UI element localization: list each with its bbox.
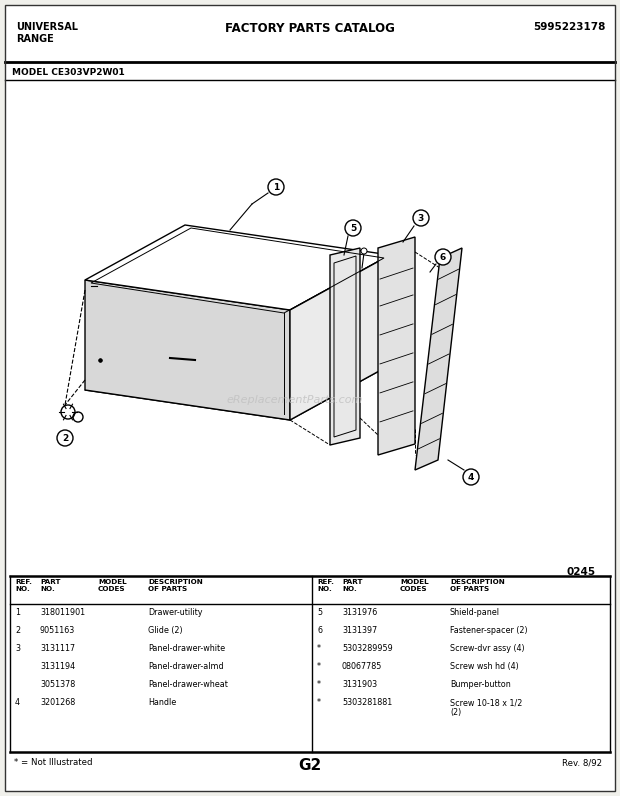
Text: 3051378: 3051378 bbox=[40, 680, 75, 689]
Text: 3131194: 3131194 bbox=[40, 662, 75, 671]
Text: MODEL
CODES: MODEL CODES bbox=[400, 579, 428, 592]
Circle shape bbox=[345, 220, 361, 236]
Text: DESCRIPTION
OF PARTS: DESCRIPTION OF PARTS bbox=[148, 579, 203, 592]
Text: Panel-drawer-almd: Panel-drawer-almd bbox=[148, 662, 224, 671]
Text: G2: G2 bbox=[298, 758, 322, 773]
Text: DESCRIPTION
OF PARTS: DESCRIPTION OF PARTS bbox=[450, 579, 505, 592]
Text: Bumper-button: Bumper-button bbox=[450, 680, 511, 689]
Text: 2: 2 bbox=[62, 434, 68, 443]
Text: 3131397: 3131397 bbox=[342, 626, 377, 635]
Text: Panel-drawer-white: Panel-drawer-white bbox=[148, 644, 225, 653]
Circle shape bbox=[463, 469, 479, 485]
Text: 5995223178: 5995223178 bbox=[534, 22, 606, 32]
Text: Shield-panel: Shield-panel bbox=[450, 608, 500, 617]
Text: 9051163: 9051163 bbox=[40, 626, 75, 635]
Text: 3131976: 3131976 bbox=[342, 608, 377, 617]
Polygon shape bbox=[378, 237, 415, 455]
Text: Screw 10-18 x 1/2
(2): Screw 10-18 x 1/2 (2) bbox=[450, 698, 523, 717]
Text: 4: 4 bbox=[15, 698, 20, 707]
Text: Screw-dvr assy (4): Screw-dvr assy (4) bbox=[450, 644, 525, 653]
Text: eReplacementParts.com: eReplacementParts.com bbox=[227, 395, 363, 405]
Text: UNIVERSAL: UNIVERSAL bbox=[16, 22, 78, 32]
Text: * = Not Illustrated: * = Not Illustrated bbox=[14, 758, 92, 767]
Polygon shape bbox=[85, 335, 390, 420]
Text: RANGE: RANGE bbox=[16, 34, 54, 44]
Circle shape bbox=[361, 248, 367, 254]
Text: PART
NO.: PART NO. bbox=[342, 579, 363, 592]
Text: FACTORY PARTS CATALOG: FACTORY PARTS CATALOG bbox=[225, 22, 395, 35]
Text: 5303289959: 5303289959 bbox=[342, 644, 392, 653]
Text: 3131117: 3131117 bbox=[40, 644, 75, 653]
Polygon shape bbox=[85, 225, 390, 310]
Text: 3: 3 bbox=[15, 644, 20, 653]
Polygon shape bbox=[415, 248, 462, 470]
Text: *: * bbox=[317, 698, 321, 707]
Text: 5: 5 bbox=[350, 224, 356, 233]
Text: Drawer-utility: Drawer-utility bbox=[148, 608, 203, 617]
Text: Screw wsh hd (4): Screw wsh hd (4) bbox=[450, 662, 519, 671]
Text: 3131903: 3131903 bbox=[342, 680, 377, 689]
Text: REF.
NO.: REF. NO. bbox=[317, 579, 334, 592]
Text: MODEL
CODES: MODEL CODES bbox=[98, 579, 126, 592]
Text: 3: 3 bbox=[418, 214, 424, 223]
Text: Rev. 8/92: Rev. 8/92 bbox=[562, 758, 602, 767]
Text: *: * bbox=[317, 680, 321, 689]
Text: 318011901: 318011901 bbox=[40, 608, 85, 617]
Text: REF.
NO.: REF. NO. bbox=[15, 579, 32, 592]
Text: 1: 1 bbox=[15, 608, 20, 617]
Text: 5303281881: 5303281881 bbox=[342, 698, 392, 707]
Text: 5: 5 bbox=[317, 608, 322, 617]
Text: Handle: Handle bbox=[148, 698, 176, 707]
Polygon shape bbox=[85, 280, 290, 420]
Text: *: * bbox=[317, 662, 321, 671]
Text: 4: 4 bbox=[468, 473, 474, 482]
Text: Fastener-spacer (2): Fastener-spacer (2) bbox=[450, 626, 528, 635]
Text: *: * bbox=[317, 644, 321, 653]
Circle shape bbox=[57, 430, 73, 446]
Text: MODEL CE303VP2W01: MODEL CE303VP2W01 bbox=[12, 68, 125, 77]
Text: 1: 1 bbox=[273, 183, 279, 192]
Polygon shape bbox=[290, 255, 390, 420]
Text: 08067785: 08067785 bbox=[342, 662, 383, 671]
Circle shape bbox=[413, 210, 429, 226]
Text: 6: 6 bbox=[440, 253, 446, 262]
Text: Panel-drawer-wheat: Panel-drawer-wheat bbox=[148, 680, 228, 689]
Text: Glide (2): Glide (2) bbox=[148, 626, 183, 635]
Text: PART
NO.: PART NO. bbox=[40, 579, 61, 592]
Text: 2: 2 bbox=[15, 626, 20, 635]
Text: 3201268: 3201268 bbox=[40, 698, 75, 707]
Text: 0245: 0245 bbox=[567, 567, 596, 577]
Circle shape bbox=[435, 249, 451, 265]
Circle shape bbox=[268, 179, 284, 195]
Polygon shape bbox=[330, 248, 360, 445]
Text: 6: 6 bbox=[317, 626, 322, 635]
